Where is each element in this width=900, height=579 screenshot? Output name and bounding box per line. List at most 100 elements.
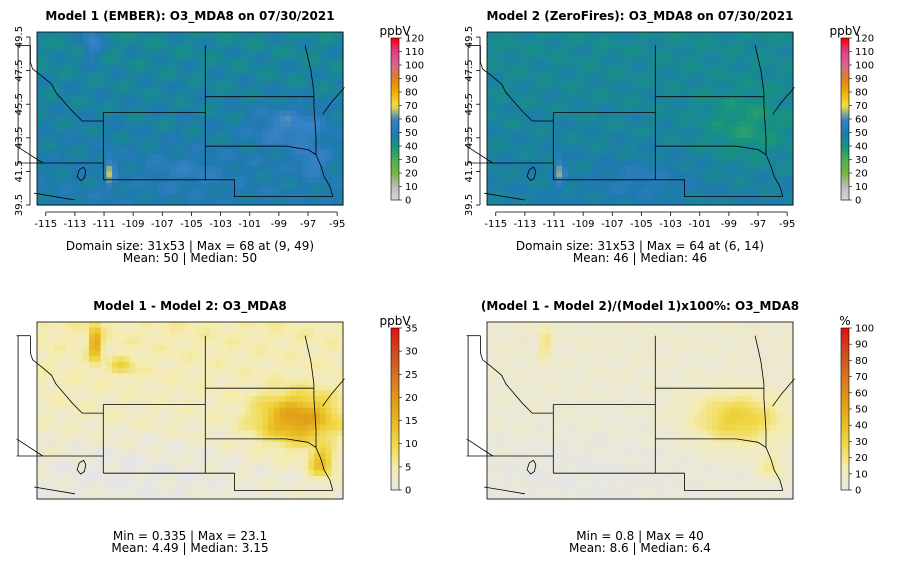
grid-cell	[175, 121, 182, 128]
grid-cell	[129, 407, 136, 414]
grid-cell	[117, 413, 125, 420]
grid-cell	[256, 367, 263, 374]
grid-cell	[302, 87, 309, 94]
grid-cell	[296, 379, 304, 386]
grid-cell	[106, 82, 113, 89]
grid-cell	[556, 37, 563, 44]
grid-cell	[285, 110, 292, 117]
grid-cell	[140, 367, 148, 374]
grid-cell	[308, 32, 315, 39]
grid-cell	[94, 59, 102, 67]
grid-cell	[296, 171, 304, 178]
grid-cell	[637, 165, 644, 173]
grid-cell	[285, 37, 292, 44]
state-border	[205, 145, 317, 155]
grid-cell	[106, 121, 113, 128]
grid-cell	[135, 453, 142, 460]
grid-cell	[741, 199, 748, 206]
grid-cell	[331, 115, 338, 122]
stats-line-2: Mean: 50 | Median: 50	[123, 251, 257, 265]
grid-cell	[123, 436, 130, 443]
grid-cell	[533, 132, 540, 139]
grid-cell	[579, 110, 586, 117]
grid-cell	[764, 37, 771, 44]
grid-cell	[787, 65, 794, 72]
grid-cell	[562, 171, 569, 178]
grid-cell	[314, 82, 321, 89]
grid-cell	[781, 188, 788, 195]
grid-cell	[291, 424, 298, 432]
grid-cell	[100, 104, 107, 111]
grid-cell	[296, 356, 304, 363]
grid-cell	[660, 76, 667, 83]
grid-cell	[273, 379, 281, 386]
grid-cell	[302, 160, 309, 167]
grid-cell	[308, 48, 315, 55]
grid-cell	[117, 93, 125, 100]
grid-cell	[712, 171, 719, 178]
colorbar-swatch	[391, 186, 399, 190]
grid-cell	[746, 182, 754, 189]
grid-cell	[123, 121, 130, 128]
grid-cell	[152, 379, 159, 386]
grid-cell	[117, 165, 125, 173]
grid-cell	[71, 32, 79, 39]
grid-cell	[314, 126, 321, 134]
grid-cell	[215, 356, 223, 363]
grid-cell	[510, 59, 517, 67]
grid-cell	[239, 177, 246, 184]
grid-cell	[227, 350, 234, 357]
grid-cell	[152, 71, 159, 78]
grid-cell	[314, 419, 321, 426]
grid-cell	[181, 361, 188, 369]
grid-cell	[279, 396, 286, 403]
grid-cell	[573, 199, 580, 206]
grid-cell	[775, 177, 783, 184]
grid-cell	[787, 160, 794, 167]
grid-cell	[538, 32, 546, 39]
grid-cell	[631, 199, 638, 206]
grid-cell	[54, 104, 61, 111]
grid-cell	[48, 379, 55, 386]
grid-cell	[700, 43, 707, 50]
grid-cell	[233, 59, 240, 67]
grid-cell	[498, 149, 505, 156]
grid-cell	[135, 93, 142, 100]
grid-cell	[123, 193, 130, 201]
grid-cell	[273, 138, 281, 145]
grid-cell	[48, 373, 55, 380]
grid-cell	[533, 177, 540, 184]
grid-cell	[573, 104, 580, 111]
grid-cell	[244, 132, 252, 139]
colorbar-swatch	[841, 56, 849, 61]
grid-cell	[562, 93, 569, 100]
grid-cell	[319, 199, 327, 206]
grid-cell	[77, 413, 84, 420]
grid-cell	[527, 32, 534, 39]
grid-cell	[533, 188, 540, 195]
grid-cell	[717, 110, 725, 117]
grid-cell	[204, 413, 211, 420]
grid-cell	[221, 82, 229, 89]
grid-cell	[239, 82, 246, 89]
grid-cell	[152, 441, 159, 449]
grid-cell	[175, 350, 182, 357]
grid-cell	[325, 199, 333, 206]
grid-cell	[215, 126, 223, 134]
grid-cell	[781, 104, 788, 111]
grid-cell	[227, 464, 234, 472]
grid-cell	[192, 54, 200, 61]
grid-cell	[504, 93, 511, 100]
grid-cell	[631, 182, 638, 189]
grid-cell	[54, 110, 61, 117]
grid-cell	[129, 65, 136, 72]
grid-cell	[140, 171, 148, 178]
grid-cell	[71, 82, 79, 89]
grid-cell	[42, 379, 50, 386]
grid-cell	[71, 104, 79, 111]
grid-cell	[256, 322, 263, 329]
grid-cell	[775, 54, 783, 61]
grid-cell	[146, 65, 154, 72]
grid-cell	[781, 59, 788, 67]
x-tick-label: -105	[630, 219, 653, 230]
